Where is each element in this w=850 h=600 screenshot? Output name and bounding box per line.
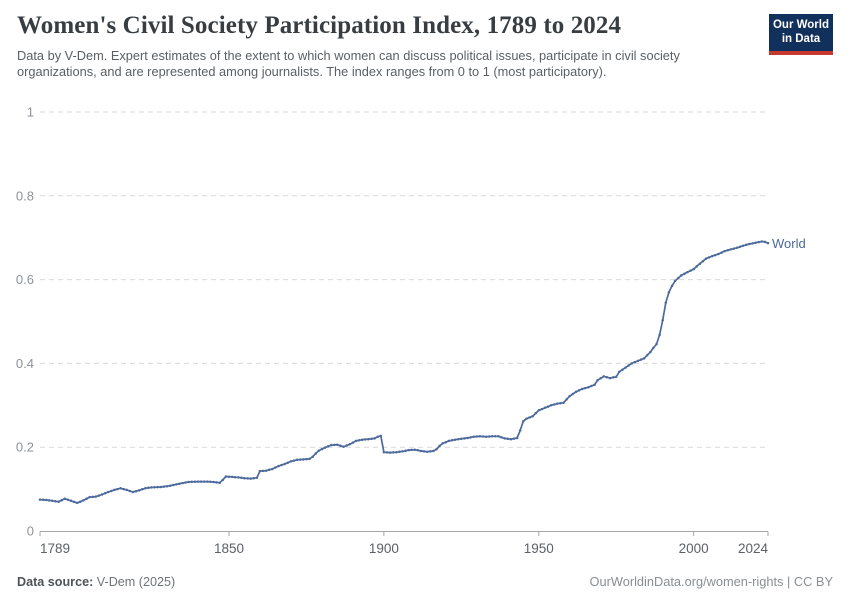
gridlines: 0 0.2 0.4 0.6 0.8 1: [16, 105, 768, 539]
svg-text:1900: 1900: [369, 541, 399, 556]
page-title: Women's Civil Society Participation Inde…: [17, 12, 622, 39]
chart-header: Women's Civil Society Participation Inde…: [17, 12, 833, 81]
svg-text:0.8: 0.8: [16, 188, 34, 203]
owid-logo-line1: Our World: [772, 19, 829, 31]
svg-text:0: 0: [27, 524, 34, 539]
series-label-world: World: [772, 236, 806, 251]
owid-logo-line2: in Data: [781, 32, 821, 45]
x-axis: 1789 1850 1900 1950 2000 2024: [39, 531, 769, 556]
chart-subtitle: Data by V-Dem. Expert estimates of the e…: [17, 47, 680, 80]
svg-text:1789: 1789: [40, 541, 70, 556]
data-source-label: Data source:: [17, 575, 94, 589]
owid-url-license[interactable]: OurWorldinData.org/women-rights | CC BY: [589, 574, 833, 589]
svg-text:1950: 1950: [524, 541, 554, 556]
data-source-value: V-Dem (2025): [93, 575, 176, 589]
svg-text:2000: 2000: [679, 541, 709, 556]
svg-text:0.4: 0.4: [16, 356, 34, 371]
series-line-world: [38, 240, 770, 505]
svg-text:1: 1: [27, 105, 34, 120]
owid-logo[interactable]: Our World in Data: [769, 14, 833, 56]
svg-text:0.2: 0.2: [16, 440, 34, 455]
svg-text:0.6: 0.6: [16, 272, 34, 287]
chart-footer: Data source: V-Dem (2025) OurWorldinData…: [17, 574, 833, 589]
data-source: Data source: V-Dem (2025): [17, 575, 175, 589]
svg-text:1850: 1850: [214, 541, 244, 556]
svg-text:2024: 2024: [738, 541, 769, 556]
